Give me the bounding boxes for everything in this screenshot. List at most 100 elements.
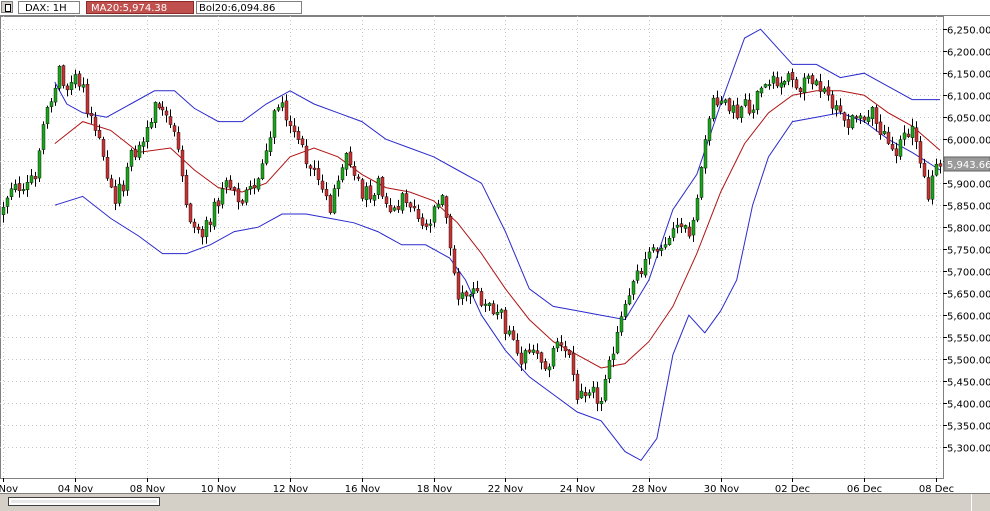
candle-up [607, 360, 612, 380]
candle-up [699, 167, 704, 198]
x-tick-label: 08 Dec [919, 484, 954, 493]
candle-up [579, 390, 584, 399]
last-price-marker: 5,943.66 [943, 156, 990, 172]
candle-up [882, 131, 887, 135]
candle-down [180, 149, 185, 177]
candle-up [786, 73, 791, 82]
y-tick-label: 5,650.00 [947, 290, 990, 301]
candle-down [308, 165, 313, 169]
bollinger-indicator-label[interactable]: Bol20:6,094.86 [196, 1, 302, 14]
y-tick-label: 5,800.00 [947, 224, 990, 235]
candle-up [731, 105, 736, 113]
candle-up [483, 303, 488, 306]
candle-up [45, 107, 50, 124]
y-tick-label: 5,500.00 [947, 356, 990, 367]
candle-up [272, 110, 277, 138]
candle-up [763, 84, 768, 88]
candle-up [759, 87, 764, 94]
candle-down [196, 226, 201, 230]
candle-down [284, 100, 289, 121]
candle-up [623, 303, 628, 317]
candle-up [603, 379, 608, 401]
x-tick-label: 04 Nov [58, 484, 94, 493]
candle-down [456, 272, 461, 300]
candle-up [659, 247, 664, 251]
candle-down [826, 86, 831, 96]
candle-down [894, 148, 899, 156]
x-tick-label: 08 Nov [130, 484, 166, 493]
candle-up [149, 122, 154, 128]
price-chart[interactable]: 6,250.00 6,200.00 6,150.00 6,100.00 6,050.00… [0, 16, 990, 493]
candle-down [886, 131, 891, 144]
x-tick-label: 02 Dec [775, 484, 810, 493]
candle-up [755, 91, 760, 111]
candle-down [388, 205, 393, 213]
candle-up [850, 115, 855, 129]
x-tick-label: 16 Nov [345, 484, 381, 493]
candle-down [184, 175, 189, 205]
candle-down [830, 94, 835, 109]
candle-up [870, 107, 875, 119]
candle-up [495, 311, 500, 315]
candle-down [292, 125, 297, 133]
candle-up [635, 270, 640, 281]
candle-up [400, 193, 405, 211]
x-tick-label: 24 Nov [560, 484, 596, 493]
candle-down [157, 103, 162, 109]
candle-up [782, 81, 787, 85]
scroll-thumb[interactable] [8, 497, 160, 506]
candle-down [575, 373, 580, 400]
candle-up [332, 188, 337, 214]
candle-up [599, 400, 604, 405]
candle-up [814, 80, 819, 86]
candle-down [846, 119, 851, 128]
candle-down [571, 352, 576, 375]
candle-up [137, 144, 142, 158]
x-tick-label: 10 Nov [201, 484, 237, 493]
candle-up [547, 366, 552, 371]
candle-up [125, 166, 130, 191]
candle-down [818, 81, 823, 92]
horizontal-scrollbar[interactable] [0, 493, 990, 511]
candle-down [479, 291, 484, 306]
candle-down [384, 196, 389, 204]
candle-down [300, 138, 305, 146]
candle-up [49, 101, 54, 107]
candle-up [5, 197, 10, 207]
window-menu-icon[interactable] [1, 1, 13, 13]
moving-average [54, 90, 941, 369]
candle-up [667, 238, 672, 245]
candle-up [460, 292, 465, 299]
y-tick-label: 5,300.00 [947, 444, 990, 455]
candle-down [527, 349, 532, 353]
candle-up [141, 141, 146, 147]
candle-down [236, 188, 241, 203]
x-tick-label: 22 Nov [488, 484, 524, 493]
candle-up [53, 87, 58, 103]
candle-up [256, 178, 261, 190]
candle-down [208, 221, 213, 225]
candle-down [85, 83, 90, 115]
candle-down [727, 98, 732, 112]
candle-up [69, 82, 74, 90]
candle-down [188, 203, 193, 223]
candle-down [216, 200, 221, 207]
symbol-timeframe-label[interactable]: DAX: 1H [18, 1, 80, 14]
candle-down [862, 116, 867, 121]
y-tick-label: 6,150.00 [947, 70, 990, 81]
candle-up [866, 116, 871, 122]
candle-up [587, 392, 592, 396]
candle-down [296, 131, 301, 140]
candle-down [543, 361, 548, 370]
candlesticks [1, 64, 943, 412]
candle-up [248, 186, 253, 190]
ma20-indicator-label[interactable]: MA20:5,974.38 [86, 1, 194, 14]
candle-up [802, 77, 807, 93]
candle-down [559, 342, 564, 346]
candle-down [655, 248, 660, 252]
y-tick-label: 5,750.00 [947, 246, 990, 257]
candle-up [340, 167, 345, 181]
candle-up [910, 126, 915, 138]
candle-up [822, 88, 827, 93]
candle-up [436, 203, 441, 208]
